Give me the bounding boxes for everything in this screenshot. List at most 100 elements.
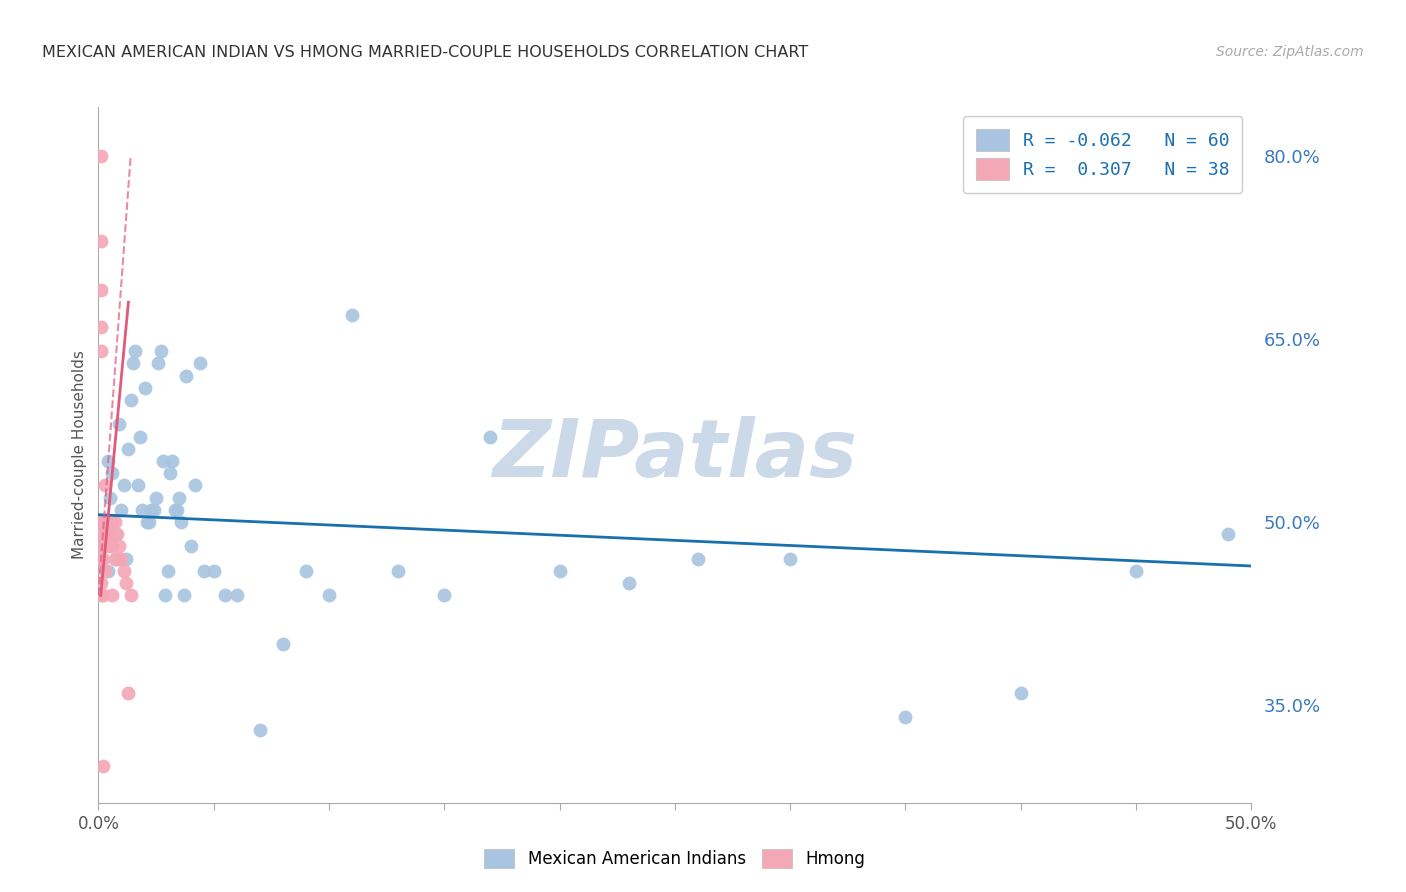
Point bbox=[90, 344, 112, 359]
Point bbox=[105, 527, 128, 541]
Point bbox=[160, 454, 183, 468]
Point bbox=[103, 551, 125, 566]
Point bbox=[108, 417, 131, 432]
Point bbox=[131, 503, 153, 517]
Point bbox=[122, 356, 145, 370]
Point bbox=[120, 392, 142, 407]
Point bbox=[225, 588, 247, 602]
Point bbox=[167, 491, 190, 505]
Point bbox=[214, 588, 236, 602]
Point bbox=[142, 503, 165, 517]
Point bbox=[548, 564, 571, 578]
Point bbox=[156, 564, 179, 578]
Point bbox=[94, 515, 117, 529]
Point bbox=[433, 588, 456, 602]
Point bbox=[108, 540, 131, 554]
Point bbox=[90, 540, 112, 554]
Point bbox=[138, 515, 160, 529]
Point bbox=[90, 515, 112, 529]
Point bbox=[101, 540, 124, 554]
Point bbox=[184, 478, 207, 492]
Point bbox=[91, 515, 114, 529]
Point bbox=[1010, 686, 1032, 700]
Point bbox=[340, 308, 363, 322]
Point bbox=[135, 515, 157, 529]
Point bbox=[686, 551, 709, 566]
Point bbox=[110, 551, 132, 566]
Point bbox=[120, 588, 142, 602]
Point bbox=[90, 588, 112, 602]
Point bbox=[91, 540, 114, 554]
Point bbox=[110, 503, 132, 517]
Point bbox=[249, 723, 271, 737]
Point bbox=[112, 478, 135, 492]
Point bbox=[112, 564, 135, 578]
Point bbox=[148, 356, 170, 370]
Point bbox=[90, 235, 112, 249]
Point bbox=[155, 588, 177, 602]
Point bbox=[1125, 564, 1147, 578]
Point bbox=[149, 344, 172, 359]
Point bbox=[101, 467, 124, 481]
Point bbox=[134, 381, 156, 395]
Point bbox=[97, 454, 120, 468]
Point bbox=[94, 540, 117, 554]
Point bbox=[318, 588, 340, 602]
Point bbox=[127, 478, 149, 492]
Point bbox=[94, 478, 117, 492]
Point bbox=[295, 564, 318, 578]
Point bbox=[479, 429, 502, 443]
Point bbox=[90, 576, 112, 591]
Point bbox=[90, 283, 112, 297]
Point bbox=[103, 515, 125, 529]
Point bbox=[1218, 527, 1240, 541]
Point bbox=[141, 503, 163, 517]
Point bbox=[387, 564, 409, 578]
Point bbox=[105, 551, 128, 566]
Y-axis label: Married-couple Households: Married-couple Households bbox=[72, 351, 87, 559]
Point bbox=[163, 503, 186, 517]
Point bbox=[124, 344, 146, 359]
Legend: Mexican American Indians, Hmong: Mexican American Indians, Hmong bbox=[478, 843, 872, 875]
Point bbox=[894, 710, 917, 724]
Point bbox=[94, 564, 117, 578]
Text: Source: ZipAtlas.com: Source: ZipAtlas.com bbox=[1216, 45, 1364, 59]
Point bbox=[101, 588, 124, 602]
Point bbox=[117, 686, 139, 700]
Legend: R = -0.062   N = 60, R =  0.307   N = 38: R = -0.062 N = 60, R = 0.307 N = 38 bbox=[963, 116, 1243, 193]
Point bbox=[97, 527, 120, 541]
Point bbox=[90, 527, 112, 541]
Point bbox=[91, 527, 114, 541]
Point bbox=[129, 429, 152, 443]
Point bbox=[103, 527, 125, 541]
Point bbox=[193, 564, 215, 578]
Point bbox=[97, 515, 120, 529]
Point bbox=[115, 576, 138, 591]
Point bbox=[271, 637, 294, 651]
Point bbox=[98, 540, 121, 554]
Point bbox=[94, 515, 117, 529]
Point bbox=[101, 515, 124, 529]
Point bbox=[159, 467, 181, 481]
Point bbox=[98, 515, 121, 529]
Point bbox=[97, 564, 120, 578]
Point bbox=[170, 515, 193, 529]
Point bbox=[90, 551, 112, 566]
Point bbox=[174, 368, 197, 383]
Point bbox=[98, 491, 121, 505]
Point bbox=[779, 551, 801, 566]
Point bbox=[91, 588, 114, 602]
Point bbox=[166, 503, 188, 517]
Text: ZIPatlas: ZIPatlas bbox=[492, 416, 858, 494]
Point bbox=[152, 454, 174, 468]
Point bbox=[202, 564, 225, 578]
Point bbox=[173, 588, 195, 602]
Point bbox=[145, 491, 167, 505]
Point bbox=[90, 319, 112, 334]
Text: MEXICAN AMERICAN INDIAN VS HMONG MARRIED-COUPLE HOUSEHOLDS CORRELATION CHART: MEXICAN AMERICAN INDIAN VS HMONG MARRIED… bbox=[42, 45, 808, 60]
Point bbox=[617, 576, 640, 591]
Point bbox=[91, 551, 114, 566]
Point bbox=[98, 527, 121, 541]
Point bbox=[90, 149, 112, 163]
Point bbox=[115, 551, 138, 566]
